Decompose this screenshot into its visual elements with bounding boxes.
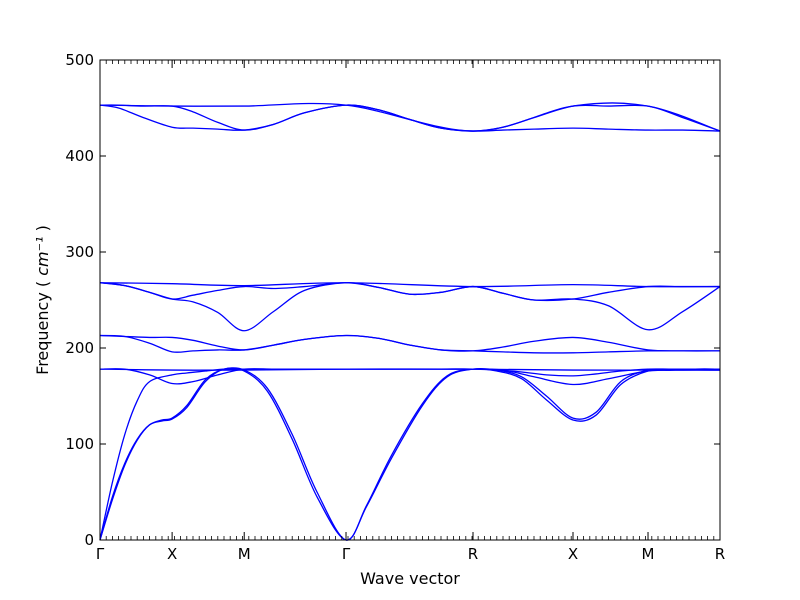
- x-tick-label: R: [715, 545, 725, 563]
- y-axis-label-text: Frequency: [33, 292, 52, 375]
- y-tick-label: 0: [84, 531, 94, 549]
- band-line-3: [100, 369, 720, 540]
- x-tick-label: R: [468, 545, 478, 563]
- band-line-12: [100, 105, 720, 131]
- y-axis-label-unit: cm⁻¹: [33, 237, 52, 276]
- band-line-2: [100, 368, 720, 540]
- y-tick-label: 200: [65, 339, 94, 357]
- x-axis-label: Wave vector: [360, 569, 460, 588]
- y-axis: 0 100 200 300 400 500: [65, 51, 720, 549]
- series-layer: [100, 103, 720, 540]
- band-line-1: [100, 368, 720, 540]
- band-line-11: [100, 105, 720, 131]
- y-axis-label: Frequency ( cm⁻¹ ): [33, 225, 52, 375]
- x-tick-label: X: [568, 545, 578, 563]
- x-tick-label: M: [642, 545, 655, 563]
- y-tick-label: 100: [65, 435, 94, 453]
- y-tick-label: 300: [65, 243, 94, 261]
- plot-frame: [100, 60, 720, 540]
- x-tick-label: M: [238, 545, 251, 563]
- band-line-10: [100, 283, 720, 287]
- y-tick-label: 500: [65, 51, 94, 69]
- x-tick-label: Γ: [96, 545, 105, 563]
- x-tick-label: Γ: [342, 545, 351, 563]
- y-axis-label-open-paren: (: [33, 281, 52, 287]
- y-tick-label: 400: [65, 147, 94, 165]
- minor-ticks: [106, 60, 714, 540]
- x-tick-label: X: [167, 545, 177, 563]
- band-line-5: [100, 369, 720, 370]
- band-line-6: [100, 336, 720, 353]
- band-line-13: [100, 103, 720, 131]
- y-axis-label-close-paren: ): [33, 225, 52, 231]
